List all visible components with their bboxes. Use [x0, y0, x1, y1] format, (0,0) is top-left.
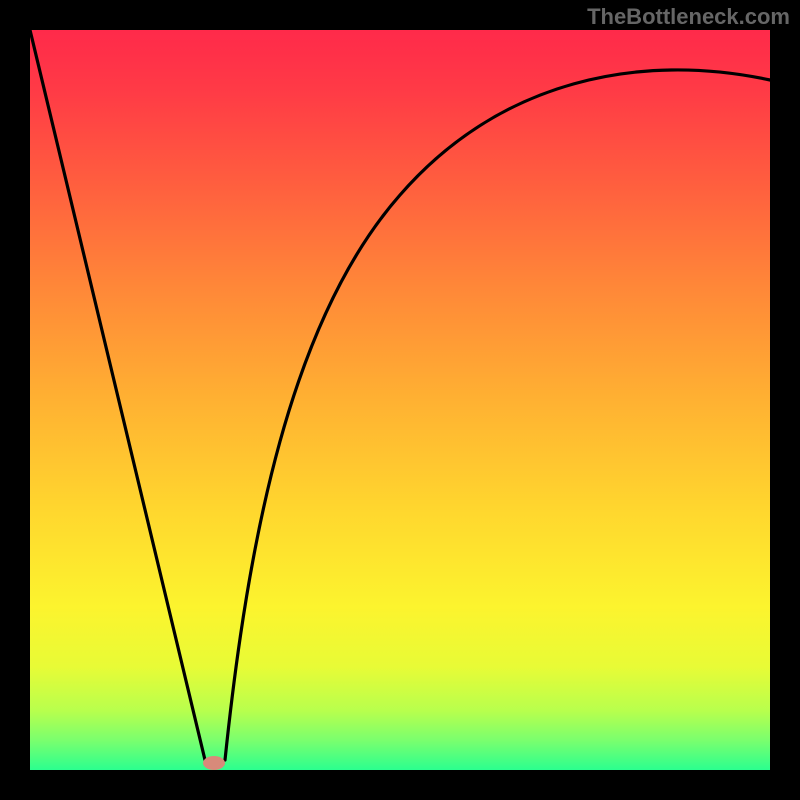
optimum-marker	[203, 756, 225, 770]
bottleneck-curve-chart	[0, 0, 800, 800]
chart-container: TheBottleneck.com	[0, 0, 800, 800]
plot-background	[30, 30, 770, 770]
watermark-text: TheBottleneck.com	[587, 4, 790, 30]
